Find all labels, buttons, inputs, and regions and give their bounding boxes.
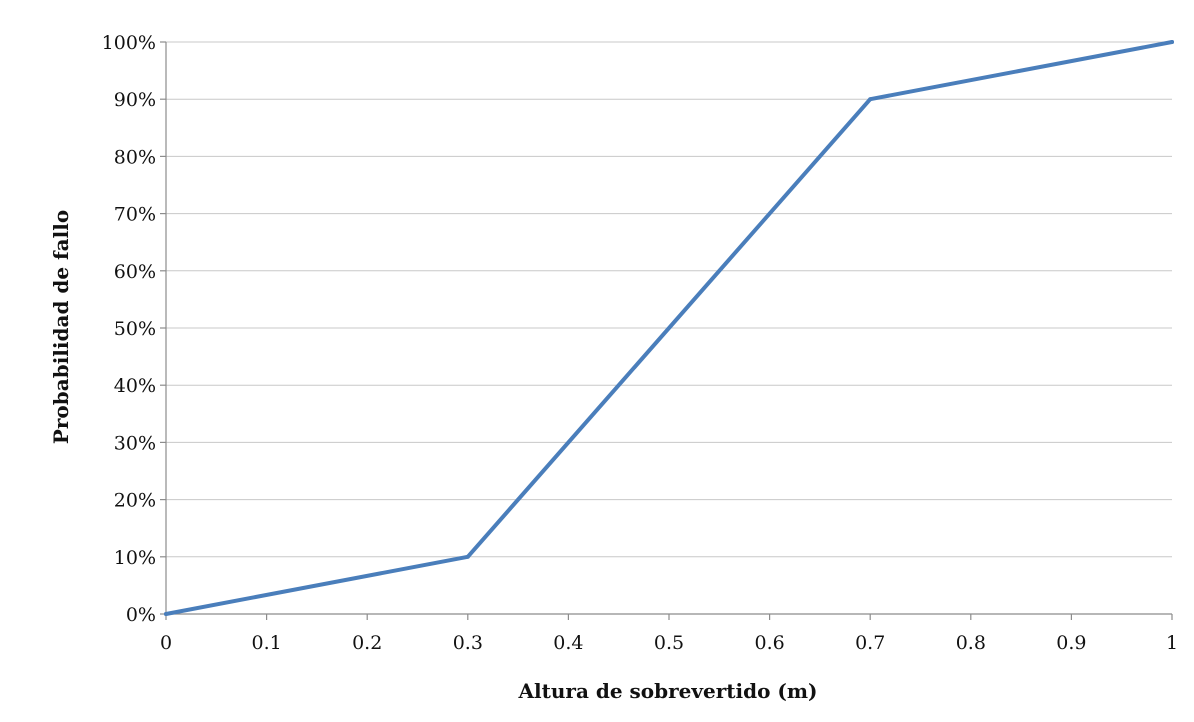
data-point: [465, 554, 470, 559]
y-tick-label: 40%: [114, 375, 156, 397]
x-axis-tick-labels: 0 0.1 0.2 0.3 0.4 0.5 0.6 0.7 0.8 0.9 1: [160, 632, 1178, 654]
y-tick-label: 60%: [114, 261, 156, 283]
y-tick-label: 100%: [102, 32, 156, 54]
x-tick-label: 0.7: [855, 632, 885, 654]
y-tick-label: 80%: [114, 146, 156, 168]
series-layer: [164, 40, 1174, 616]
y-axis-tick-labels: 0% 10% 20% 30% 40% 50% 60% 70% 80% 90% 100%: [102, 32, 156, 626]
y-tick-label: 0%: [126, 604, 156, 626]
y-tick-label: 50%: [114, 318, 156, 340]
data-point: [868, 97, 873, 102]
data-point: [1170, 40, 1174, 44]
x-tick-label: 0.4: [553, 632, 583, 654]
x-tick-label: 0.6: [754, 632, 784, 654]
data-point: [164, 612, 168, 616]
y-tick-label: 90%: [114, 89, 156, 111]
x-tick-label: 0.5: [654, 632, 684, 654]
axes: [160, 41, 1173, 620]
gridlines: [166, 41, 1172, 558]
x-axis-title: Altura de sobrevertido (m): [518, 679, 818, 703]
x-tick-label: 0.9: [1056, 632, 1086, 654]
y-tick-label: 30%: [114, 432, 156, 454]
y-tick-label: 10%: [114, 547, 156, 569]
x-tick-label: 0.2: [352, 632, 382, 654]
x-tick-label: 0.3: [453, 632, 483, 654]
y-axis-title: Probabilidad de fallo: [49, 210, 73, 444]
x-tick-label: 1: [1166, 632, 1178, 654]
x-tick-label: 0.8: [956, 632, 986, 654]
x-tick-label: 0.1: [251, 632, 281, 654]
x-tick-label: 0: [160, 632, 172, 654]
y-tick-label: 20%: [114, 490, 156, 512]
series-line: [164, 40, 1174, 616]
y-tick-label: 70%: [114, 204, 156, 226]
